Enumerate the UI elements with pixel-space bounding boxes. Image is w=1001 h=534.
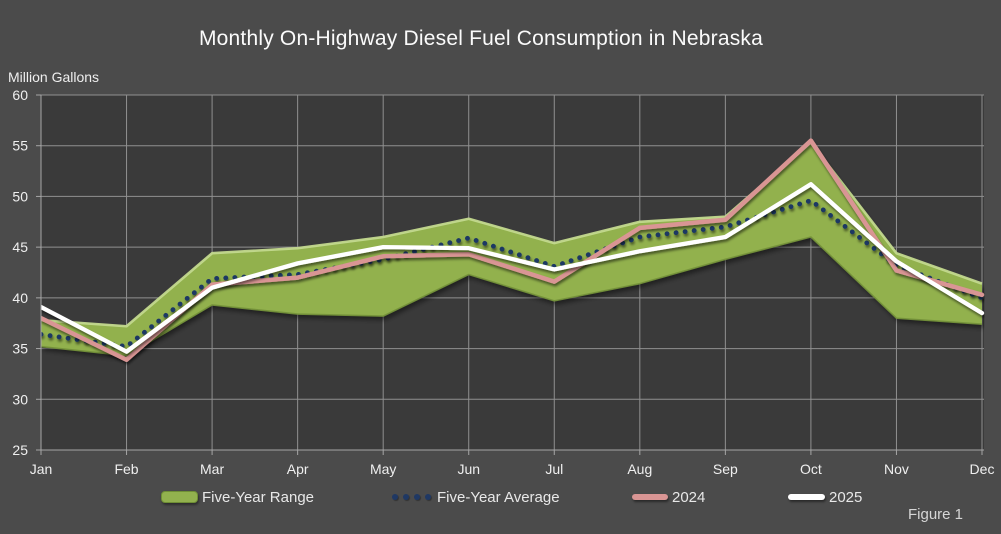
y-tick-label: 30 — [12, 391, 28, 407]
x-tick-label: Sep — [713, 461, 738, 477]
series-2025-swatch-icon — [788, 494, 825, 500]
legend-label-five-year-range: Five-Year Range — [202, 488, 315, 506]
five-year-average-swatch-icon — [392, 494, 431, 500]
y-tick-label: 55 — [12, 138, 28, 154]
y-tick-label: 50 — [12, 188, 28, 204]
y-axis-title: Million Gallons — [8, 69, 100, 85]
x-tick-label: May — [370, 461, 396, 477]
chart-title: Monthly On-Highway Diesel Fuel Consumpti… — [198, 27, 764, 50]
range-band-fill — [41, 142, 982, 356]
legend-label-five-year-average: Five-Year Average — [437, 488, 560, 506]
y-tick-label: 25 — [12, 442, 28, 458]
y-tick-label: 45 — [12, 239, 28, 255]
x-tick-label: Apr — [287, 461, 309, 477]
legend-label-2024: 2024 — [672, 488, 706, 506]
legend: Five-Year Range Five-Year Average 2024 2… — [0, 485, 1001, 509]
y-tick-label: 40 — [12, 290, 28, 306]
y-tick-label: 60 — [12, 87, 28, 103]
x-tick-label: Nov — [884, 461, 909, 477]
legend-label-2025: 2025 — [829, 488, 863, 506]
range-band-bottom-edge — [40, 236, 983, 357]
x-tick-label: Jan — [30, 461, 53, 477]
x-tick-label: Mar — [200, 461, 224, 477]
x-tick-label: Aug — [627, 461, 652, 477]
axes — [36, 94, 984, 455]
legend-item-five-year-range: Five-Year Range — [161, 485, 314, 509]
five-year-range-swatch-icon — [161, 491, 198, 503]
legend-item-2024: 2024 — [632, 485, 705, 509]
figure-label: Figure 1 — [908, 506, 964, 523]
legend-item-2025: 2025 — [788, 485, 862, 509]
x-tick-label: Feb — [114, 461, 138, 477]
x-tick-label: Dec — [970, 461, 995, 477]
x-tick-label: Jun — [457, 461, 480, 477]
x-tick-label: Jul — [545, 461, 563, 477]
series-2025-line — [40, 182, 985, 354]
x-tick-label: Oct — [800, 461, 822, 477]
y-tick-label: 35 — [12, 341, 28, 357]
tick-labels: 25 30 35 40 45 50 55 60 Jan Feb Mar Apr May Jun Jul Aug… — [12, 87, 994, 477]
legend-item-five-year-average: Five-Year Average — [392, 485, 560, 509]
series-2024-swatch-icon — [632, 494, 668, 500]
five-year-average-line — [40, 198, 985, 349]
